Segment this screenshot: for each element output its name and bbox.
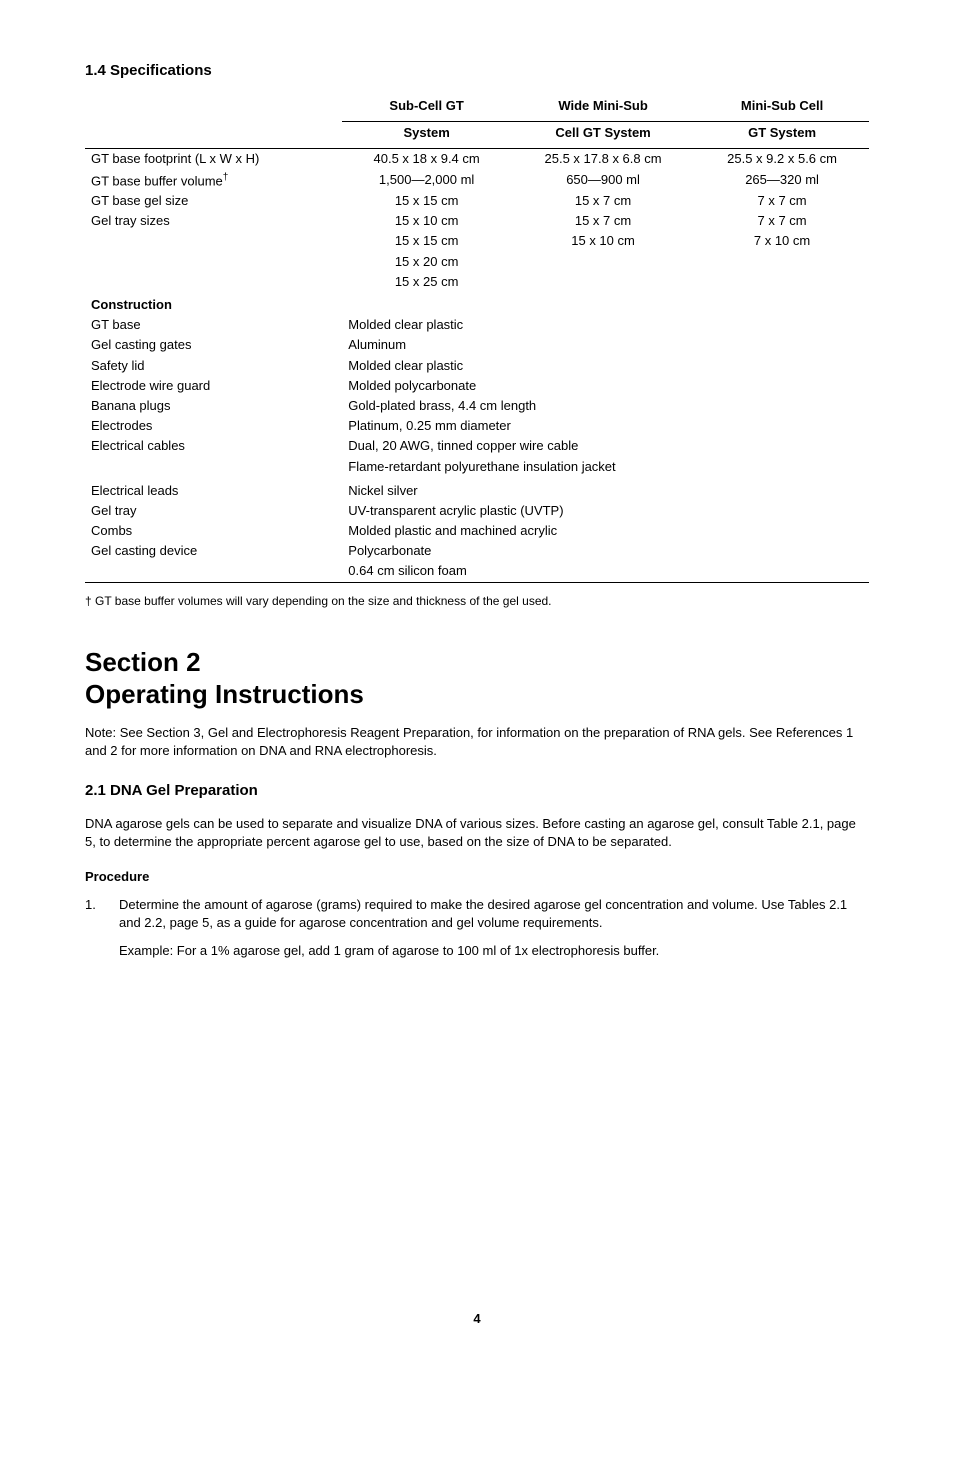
construction-label: Safety lid (85, 356, 342, 376)
construction-value: Aluminum (342, 335, 869, 355)
step-number: 1. (85, 896, 101, 971)
body-2-1: DNA agarose gels can be used to separate… (85, 815, 869, 851)
heading-2-1: 2.1 DNA Gel Preparation (85, 780, 869, 801)
page-number: 4 (85, 1310, 869, 1328)
spec-cell: 1,500—2,000 ml (342, 170, 511, 192)
procedure-list: 1. Determine the amount of agarose (gram… (85, 896, 869, 971)
col3-a: Mini-Sub Cell (695, 95, 869, 122)
procedure-step-1: 1. Determine the amount of agarose (gram… (85, 896, 869, 971)
procedure-heading: Procedure (85, 868, 869, 886)
construction-label (85, 457, 342, 477)
construction-value: Polycarbonate (342, 541, 869, 561)
note-label: Note: (85, 725, 116, 740)
col1-a: Sub-Cell GT (342, 95, 511, 122)
section-2-title-a: Section 2 (85, 647, 869, 678)
construction-value: Dual, 20 AWG, tinned copper wire cable (342, 436, 869, 456)
spec-cell (511, 252, 695, 272)
spec-cell: 265—320 ml (695, 170, 869, 192)
spec-cell: 15 x 15 cm (342, 231, 511, 251)
spec-row-label (85, 231, 342, 251)
col3-b: GT System (695, 122, 869, 149)
specifications-table: Sub-Cell GT Wide Mini-Sub Mini-Sub Cell … (85, 95, 869, 583)
construction-label: Combs (85, 521, 342, 541)
spec-cell: 15 x 15 cm (342, 191, 511, 211)
spec-cell (695, 252, 869, 272)
col1-b: System (342, 122, 511, 149)
construction-value: Nickel silver (342, 481, 869, 501)
spec-cell: 15 x 10 cm (511, 231, 695, 251)
spec-cell: 15 x 10 cm (342, 211, 511, 231)
construction-label: Gel tray (85, 501, 342, 521)
note-text: See Section 3, Gel and Electrophoresis R… (85, 725, 853, 758)
construction-value: Molded clear plastic (342, 315, 869, 335)
construction-heading: Construction (85, 292, 342, 315)
section-2-title-b: Operating Instructions (85, 679, 869, 710)
construction-label: Gel casting device (85, 541, 342, 561)
spec-row-label: Gel tray sizes (85, 211, 342, 231)
spec-row-label (85, 252, 342, 272)
spec-cell: 40.5 x 18 x 9.4 cm (342, 149, 511, 170)
construction-label: Electrical leads (85, 481, 342, 501)
step-1-text-a: Determine the amount of agarose (grams) … (119, 896, 869, 932)
spec-cell: 15 x 20 cm (342, 252, 511, 272)
spec-cell: 650—900 ml (511, 170, 695, 192)
spec-cell: 15 x 25 cm (342, 272, 511, 292)
heading-specifications: 1.4 Specifications (85, 60, 869, 81)
spec-cell: 7 x 7 cm (695, 191, 869, 211)
construction-label: Banana plugs (85, 396, 342, 416)
spec-cell: 7 x 10 cm (695, 231, 869, 251)
construction-value: Molded clear plastic (342, 356, 869, 376)
construction-label: Electrical cables (85, 436, 342, 456)
footnote: † GT base buffer volumes will vary depen… (85, 593, 869, 610)
construction-label: GT base (85, 315, 342, 335)
spec-row-label: GT base buffer volume† (85, 170, 342, 192)
construction-label: Electrodes (85, 416, 342, 436)
spec-row-label (85, 272, 342, 292)
construction-value: Platinum, 0.25 mm diameter (342, 416, 869, 436)
construction-label: Gel casting gates (85, 335, 342, 355)
col2-b: Cell GT System (511, 122, 695, 149)
spec-cell: 15 x 7 cm (511, 191, 695, 211)
construction-value: Flame-retardant polyurethane insulation … (342, 457, 869, 477)
construction-value: Gold-plated brass, 4.4 cm length (342, 396, 869, 416)
construction-value: Molded plastic and machined acrylic (342, 521, 869, 541)
spec-cell: 15 x 7 cm (511, 211, 695, 231)
spec-row-label: GT base footprint (L x W x H) (85, 149, 342, 170)
construction-value: UV-transparent acrylic plastic (UVTP) (342, 501, 869, 521)
spec-cell (695, 272, 869, 292)
note-paragraph: Note: See Section 3, Gel and Electrophor… (85, 724, 869, 760)
col2-a: Wide Mini-Sub (511, 95, 695, 122)
spec-cell: 25.5 x 9.2 x 5.6 cm (695, 149, 869, 170)
construction-label: Electrode wire guard (85, 376, 342, 396)
col-blank (85, 95, 342, 149)
spec-cell: 25.5 x 17.8 x 6.8 cm (511, 149, 695, 170)
construction-label (85, 561, 342, 582)
construction-value: 0.64 cm silicon foam (342, 561, 869, 582)
step-1-text-b: Example: For a 1% agarose gel, add 1 gra… (119, 942, 869, 960)
construction-value: Molded polycarbonate (342, 376, 869, 396)
spec-row-label: GT base gel size (85, 191, 342, 211)
spec-cell (511, 272, 695, 292)
spec-cell: 7 x 7 cm (695, 211, 869, 231)
